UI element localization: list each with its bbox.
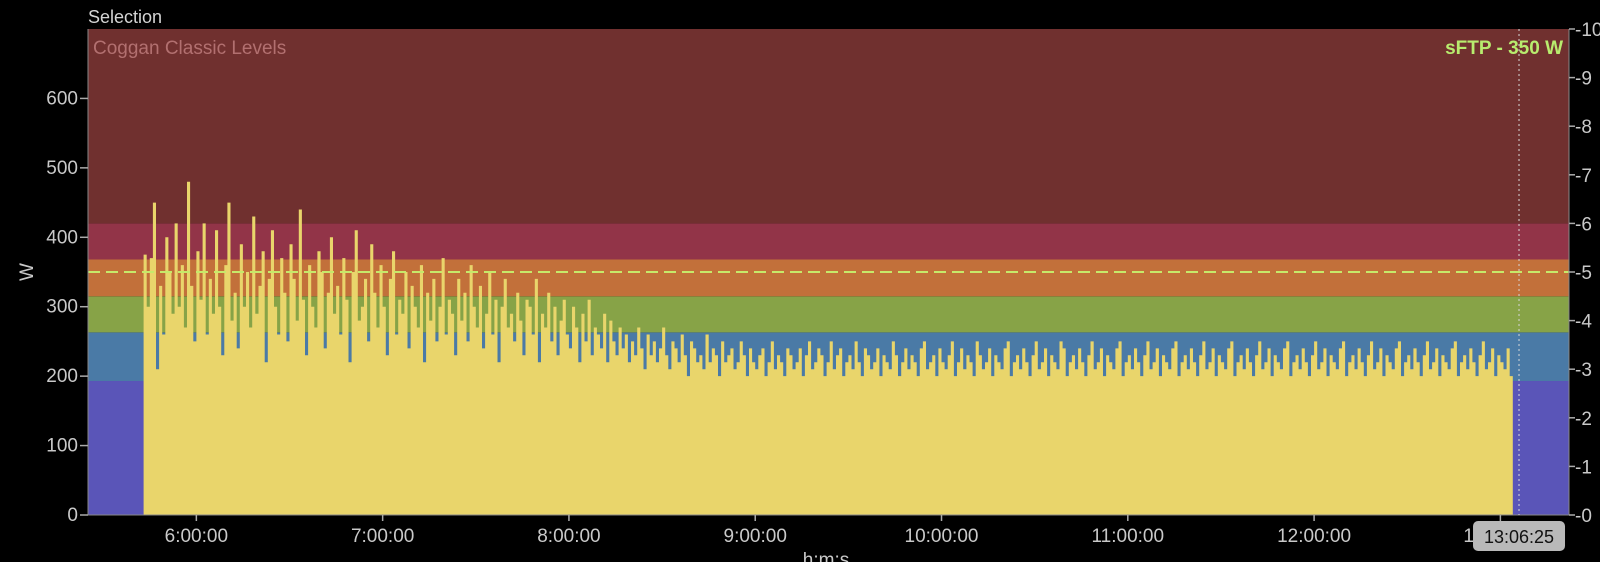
x-axis-label: h:m:s [803,550,849,562]
y-axis-label: W [17,263,38,281]
power-zone-4 [88,259,1569,297]
right-tick-label-5: -5 [1575,263,1592,284]
y-axis-left: 0 100 200 300 400 500 600 [46,29,89,526]
y-tick-label-0: 0 [67,505,78,526]
x-tick-label-2: 7:00:00 [351,526,414,547]
right-tick-label-8: -8 [1575,117,1592,138]
right-tick-label-7: -7 [1575,166,1592,187]
right-tick-label-2: -2 [1575,409,1592,430]
power-series [143,181,1513,515]
selection-label[interactable]: Selection [88,7,162,27]
right-tick-label-10: -10 [1575,20,1600,41]
y-tick-label-500: 500 [46,158,78,179]
right-tick-label-4: -4 [1575,312,1592,333]
cursor-time-label: 13:06:25 [1484,527,1554,547]
right-tick-label-0: -0 [1575,506,1592,527]
x-axis: 6:00:00 7:00:00 8:00:00 9:00:00 10:00:00 11:0… [88,514,1569,547]
x-tick-label-1: 6:00:00 [165,526,228,547]
x-tick-label-6: 11:00:00 [1092,526,1165,547]
power-series-area-1 [143,181,1513,515]
cursor[interactable]: 13:06:25 [1473,29,1566,551]
right-tick-label-6: -6 [1575,214,1592,235]
x-tick-label-7: 12:00:00 [1277,526,1351,547]
power-zone-6 [88,29,1569,224]
ftp-label: sFTP - 350 W [1445,38,1563,59]
right-tick-label-9: -9 [1575,69,1592,90]
right-tick-label-3: -3 [1575,360,1592,381]
y-tick-label-100: 100 [46,436,78,457]
y-tick-label-300: 300 [46,297,78,318]
x-tick-label-3: 8:00:00 [537,526,600,547]
x-tick-label-4: 9:00:00 [724,526,787,547]
x-tick-label-5: 10:00:00 [905,526,979,547]
power-zone-5 [88,223,1569,260]
y-tick-label-400: 400 [46,227,78,248]
y-tick-label-600: 600 [46,88,78,109]
y-axis-right: -0 -1 -2 -3 -4 -5 -6 -7 -8 -9 -10 [1568,20,1600,527]
cursor-time-badge [1473,521,1566,551]
zone-scheme-label: Coggan Classic Levels [93,38,286,59]
right-tick-label-1: -1 [1575,457,1592,478]
y-tick-label-200: 200 [46,366,78,387]
